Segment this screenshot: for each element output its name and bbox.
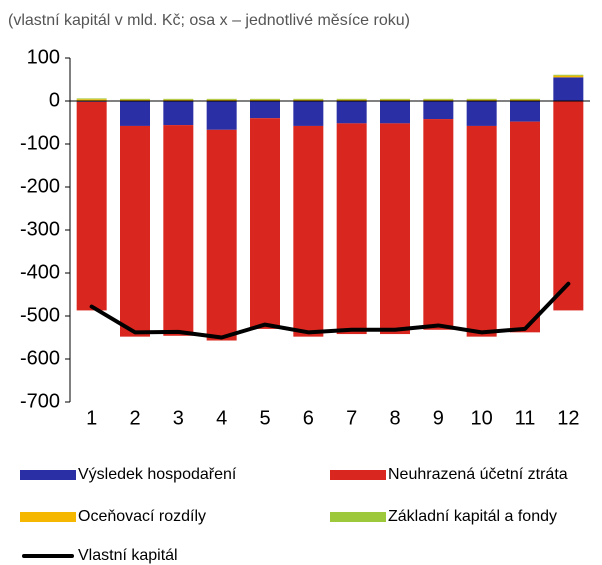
bar: [380, 99, 410, 101]
bar: [206, 98, 237, 100]
bar: [553, 75, 584, 78]
y-tick-label: -500: [20, 304, 60, 326]
bar: [466, 125, 497, 337]
bar: [206, 99, 237, 101]
bar: [163, 99, 194, 101]
legend-label: Základní kapitál a fondy: [388, 508, 557, 525]
x-tick-label: 9: [433, 407, 444, 429]
y-tick-label: -300: [20, 218, 60, 240]
bar: [380, 98, 410, 100]
bar: [250, 98, 280, 100]
x-tick-label: 6: [303, 407, 314, 429]
y-tick-label: 0: [49, 89, 60, 111]
legend-label: Vlastní kapitál: [78, 547, 178, 564]
bar: [466, 101, 497, 126]
x-tick-label: 4: [216, 407, 227, 429]
bar: [76, 101, 107, 311]
bar: [76, 99, 107, 101]
bar: [293, 101, 324, 126]
bar: [510, 99, 540, 101]
bar: [250, 118, 280, 329]
bar: [336, 101, 367, 124]
bar: [250, 101, 280, 119]
x-tick-label: 1: [86, 407, 97, 429]
bar: [423, 98, 454, 100]
bar: [293, 125, 324, 337]
x-tick-label: 5: [259, 407, 270, 429]
bar: [553, 101, 584, 311]
chart-subtitle: (vlastní kapitál v mld. Kč; osa x – jedn…: [8, 12, 410, 29]
bar: [206, 101, 237, 130]
legend-swatch: [20, 512, 76, 522]
bar: [380, 123, 410, 335]
bar: [553, 77, 584, 101]
bar: [423, 99, 454, 101]
legend-swatch: [330, 512, 386, 522]
bar: [553, 74, 584, 76]
x-tick-label: 12: [557, 407, 579, 429]
legend-label: Oceňovací rozdíly: [78, 508, 206, 525]
bar: [206, 129, 237, 341]
bar: [466, 98, 497, 100]
x-tick-label: 8: [389, 407, 400, 429]
legend-swatch: [20, 470, 76, 480]
bar: [423, 101, 454, 120]
x-tick-label: 11: [515, 407, 536, 429]
y-tick-label: -400: [20, 261, 60, 283]
bar: [293, 99, 324, 101]
y-tick-label: 100: [27, 46, 60, 68]
x-tick-label: 7: [346, 407, 357, 429]
bar: [163, 125, 194, 336]
y-tick-label: -200: [20, 175, 60, 197]
legend-label: Neuhrazená účetní ztráta: [388, 466, 568, 483]
x-tick-label: 10: [471, 407, 493, 429]
bar: [510, 121, 540, 333]
bar: [250, 99, 280, 101]
line: [89, 281, 571, 340]
y-tick-label: -700: [20, 390, 60, 412]
bar: [120, 125, 150, 337]
bar: [76, 98, 107, 100]
bar: [120, 101, 150, 126]
bar: [510, 101, 540, 122]
bar: [163, 98, 194, 100]
y-tick-label: -100: [20, 132, 60, 154]
bar: [120, 99, 150, 101]
bar: [510, 98, 540, 100]
x-tick-label: 2: [129, 407, 140, 429]
legend-label: Výsledek hospodaření: [78, 466, 237, 483]
bar: [423, 119, 454, 330]
bar: [380, 101, 410, 124]
bar: [336, 123, 367, 335]
bar: [466, 99, 497, 101]
y-tick-label: -600: [20, 347, 60, 369]
bar: [336, 98, 367, 100]
bar: [163, 101, 194, 126]
legend-swatch: [330, 470, 386, 480]
x-tick-label: 3: [173, 407, 184, 429]
bar: [336, 99, 367, 101]
bar: [293, 98, 324, 100]
bar: [120, 98, 150, 100]
